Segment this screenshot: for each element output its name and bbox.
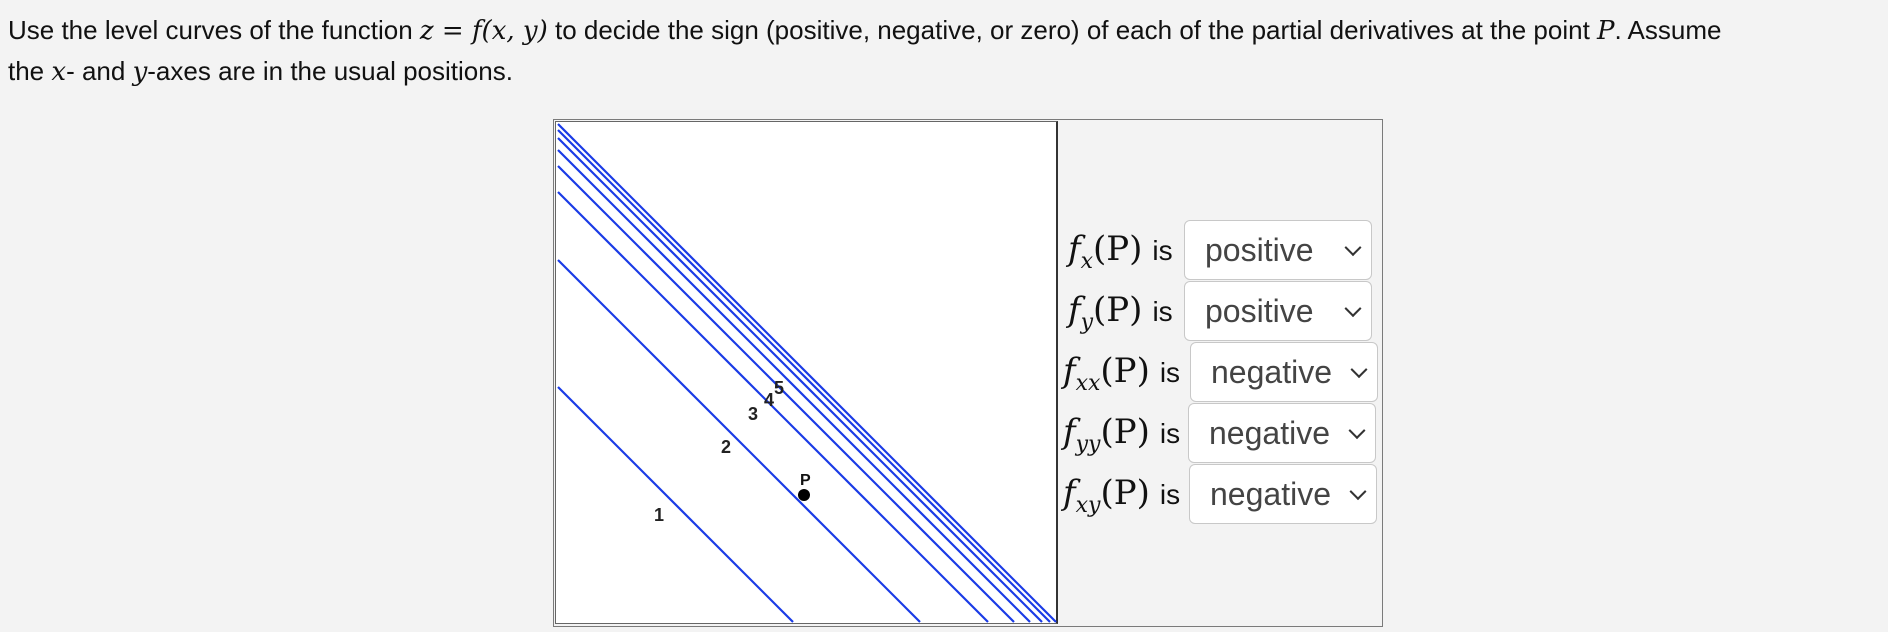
sign-dropdown-value: negative [1209, 414, 1330, 451]
derivative-label-fxy: fxy(P) [1063, 472, 1150, 518]
sign-dropdown-fy[interactable]: positive [1184, 281, 1372, 341]
level-curves-plot: 1 2 3 4 5 P [555, 121, 1058, 624]
curve-label-1: 1 [654, 505, 664, 525]
question-line-2: the x- and y-axes are in the usual posit… [8, 56, 513, 87]
level-curve [557, 191, 989, 623]
derivative-row-fyy: fyy(P) is [1063, 403, 1190, 465]
point-p-marker [798, 489, 810, 501]
is-label: is [1159, 418, 1181, 449]
sign-dropdown-value: positive [1205, 231, 1314, 268]
chevron-down-icon [1349, 483, 1367, 501]
point-p-label: P [800, 472, 811, 489]
sign-dropdown-value: positive [1205, 292, 1314, 329]
curve-label-3: 3 [748, 404, 758, 424]
level-curve [557, 165, 1015, 623]
sign-dropdown-fyy[interactable]: negative [1188, 403, 1376, 463]
derivative-row-fxy: fxy(P) is [1063, 464, 1190, 526]
is-label: is [1152, 296, 1173, 327]
question-line-1: Use the level curves of the function z =… [8, 15, 1722, 46]
level-curve [557, 129, 1051, 623]
is-label: is [1152, 235, 1173, 266]
derivative-label-fxx: fxx(P) [1063, 350, 1150, 396]
sign-dropdown-fxy[interactable]: negative [1189, 464, 1377, 524]
chevron-down-icon [1344, 239, 1362, 257]
sign-dropdown-fxx[interactable]: negative [1190, 342, 1378, 402]
sign-dropdown-value: negative [1211, 353, 1332, 390]
level-curves-graphic: 1 2 3 4 5 P [557, 123, 1057, 623]
chevron-down-icon [1348, 422, 1366, 440]
question-table [553, 119, 1383, 627]
level-curve [557, 137, 1043, 623]
level-curve [557, 259, 921, 623]
derivative-row-fxx: fxx(P) is [1063, 342, 1190, 404]
derivative-label-fy: fy(P) [1068, 289, 1143, 335]
question-text: Use the level curves of the function z =… [8, 10, 1888, 92]
x-variable: x [51, 57, 67, 87]
level-curve [557, 386, 794, 623]
equation: z = f(x, y) [419, 16, 548, 46]
curve-label-5: 5 [774, 378, 784, 398]
point-variable: P [1597, 16, 1615, 46]
sign-dropdown-fx[interactable]: positive [1184, 220, 1372, 280]
chevron-down-icon [1350, 361, 1368, 379]
level-curve [557, 149, 1031, 623]
sign-dropdown-value: negative [1210, 475, 1331, 512]
derivative-label-fyy: fyy(P) [1063, 411, 1150, 457]
chevron-down-icon [1344, 300, 1362, 318]
is-label: is [1159, 479, 1181, 510]
is-label: is [1159, 357, 1181, 388]
level-curve [557, 123, 1057, 623]
derivative-row-fx: fx(P) is [1068, 220, 1183, 282]
y-variable: y [132, 57, 148, 87]
curve-label-2: 2 [721, 437, 731, 457]
curve-label-4: 4 [764, 390, 774, 410]
derivative-label-fx: fx(P) [1068, 228, 1143, 274]
derivative-row-fy: fy(P) is [1068, 281, 1183, 343]
